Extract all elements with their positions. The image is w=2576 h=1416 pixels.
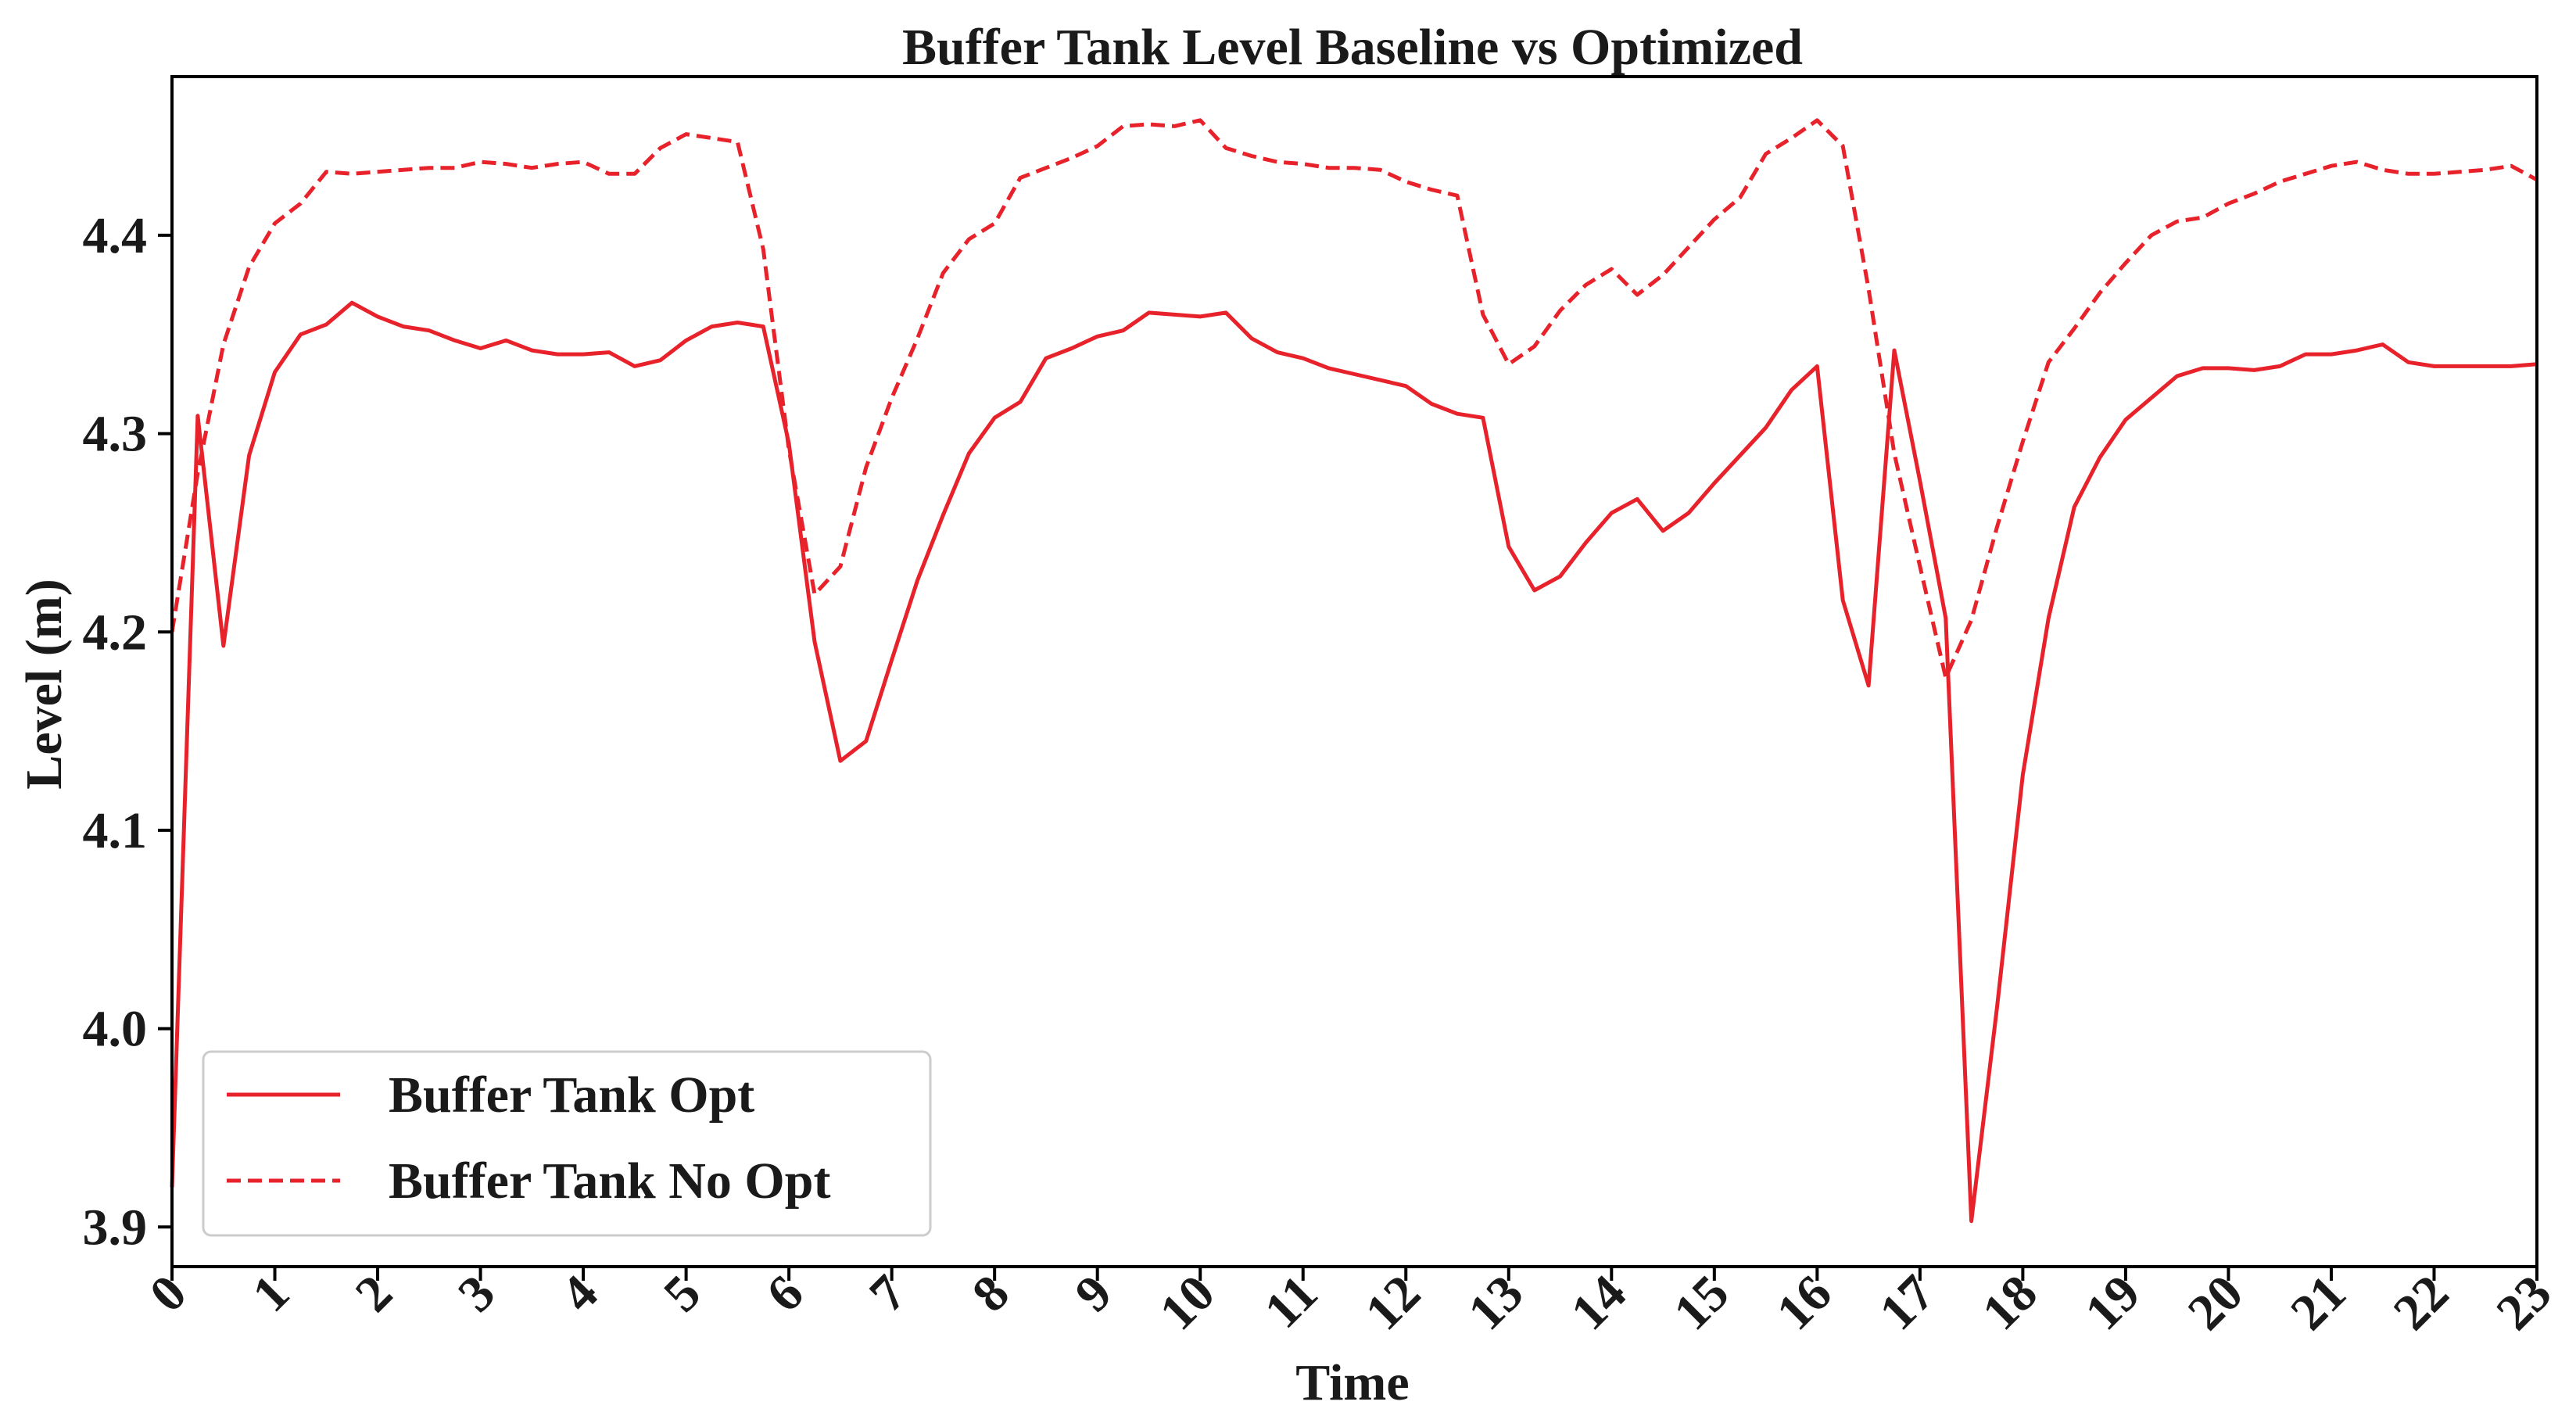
y-tick-label: 4.3 [83, 406, 148, 463]
series-line-buffer-tank-no-opt [170, 118, 2538, 680]
legend-box [202, 1050, 932, 1237]
legend-label-buffer-tank-no-opt: Buffer Tank No Opt [389, 1153, 830, 1210]
legend-label-buffer-tank-opt: Buffer Tank Opt [389, 1066, 754, 1124]
y-tick-label: 4.1 [83, 802, 148, 859]
plot-area-frame [170, 75, 2538, 1268]
y-tick-label: 3.9 [83, 1199, 148, 1256]
x-axis-label: Time [1295, 1354, 1409, 1411]
y-tick-label: 4.4 [83, 207, 148, 264]
y-axis-ticks: 3.9 4.0 4.1 4.2 4.3 4.4 [83, 207, 172, 1256]
y-tick-label: 4.2 [83, 604, 148, 661]
y-axis-label: Level (m) [16, 579, 73, 789]
y-tick-label: 4.0 [83, 1001, 148, 1058]
legend: Buffer Tank Opt Buffer Tank No Opt [202, 1050, 932, 1237]
series-layer [170, 118, 2538, 1224]
series-line-buffer-tank-opt [170, 300, 2538, 1224]
chart-title: Buffer Tank Level Baseline vs Optimized [902, 19, 1803, 76]
